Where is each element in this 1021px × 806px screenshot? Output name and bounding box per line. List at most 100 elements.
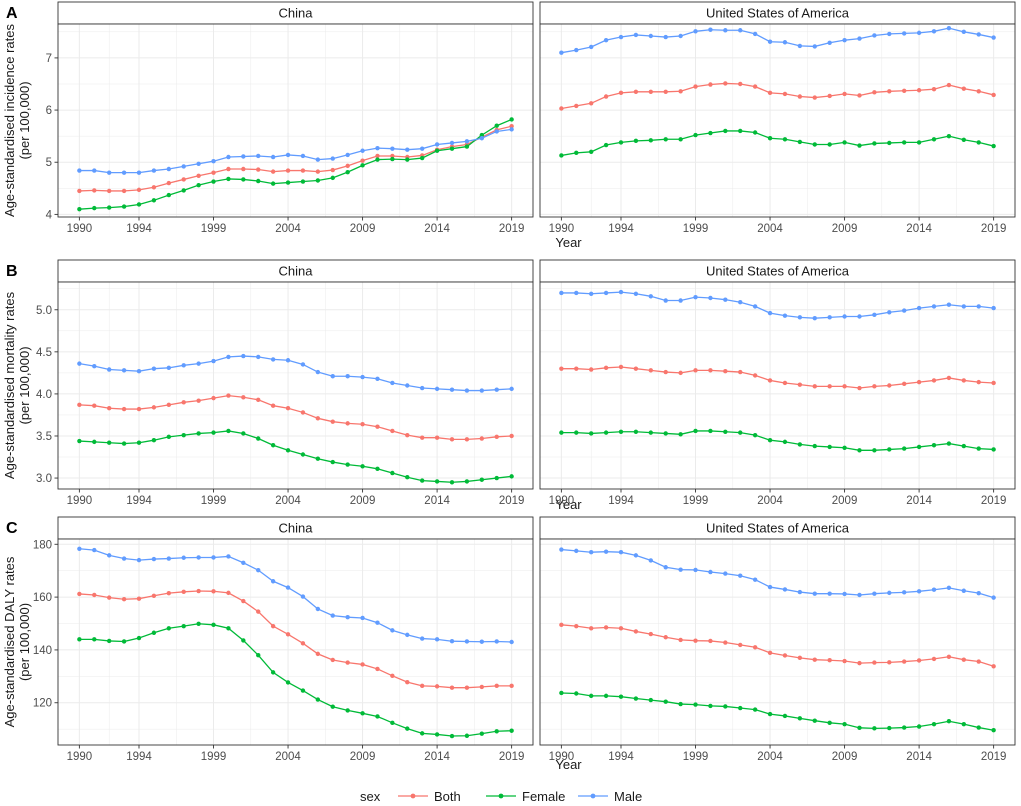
data-point-male — [603, 290, 609, 296]
x-tick-label: 2014 — [906, 495, 932, 507]
data-point-female — [106, 638, 112, 644]
data-point-female — [226, 626, 231, 631]
data-point-both — [226, 166, 231, 172]
chart-c: C Age-standardised DALY rates(per 100,000… — [2, 516, 1016, 772]
data-point-both — [151, 405, 157, 410]
data-point-both — [92, 188, 97, 193]
data-point-female — [723, 128, 728, 134]
data-point-both — [77, 402, 82, 408]
data-point-male — [405, 147, 410, 152]
data-point-female — [300, 179, 306, 184]
data-point-female — [767, 711, 773, 717]
data-point-male — [693, 567, 698, 573]
data-point-female — [812, 718, 817, 723]
data-point-female — [375, 466, 380, 471]
data-point-male — [827, 40, 832, 45]
data-point-female — [588, 149, 594, 154]
data-point-male — [449, 387, 455, 392]
x-axis-title: Year — [555, 757, 582, 772]
data-point-male — [827, 315, 832, 320]
data-point-both — [693, 638, 698, 643]
data-point-female — [738, 430, 743, 435]
data-point-both — [812, 384, 817, 389]
x-tick-label: 2009 — [350, 495, 376, 507]
data-point-male — [618, 289, 624, 295]
data-point-both — [767, 90, 773, 96]
data-point-both — [166, 590, 172, 596]
series-line-female — [561, 692, 994, 731]
data-point-male — [449, 140, 455, 146]
data-point-male — [648, 294, 654, 299]
facet-title: United States of America — [706, 264, 850, 279]
series-line-male — [561, 548, 994, 599]
y-axis-title-line2: (per 100,000) — [17, 603, 32, 681]
data-point-both — [345, 660, 350, 665]
facet-title: China — [279, 521, 314, 536]
data-point-both — [375, 153, 380, 159]
facet-title: United States of America — [706, 6, 850, 21]
data-point-male — [946, 25, 952, 31]
data-point-male — [723, 571, 728, 576]
data-point-both — [464, 437, 470, 442]
x-tick-label: 1999 — [683, 223, 709, 235]
data-point-both — [976, 659, 981, 664]
x-tick-label: 2014 — [424, 223, 450, 235]
x-tick-label: 1990 — [67, 751, 93, 763]
data-point-female — [782, 713, 788, 719]
data-point-both — [887, 383, 892, 388]
data-point-male — [92, 547, 97, 553]
data-point-male — [678, 298, 683, 303]
data-point-male — [509, 386, 514, 392]
data-point-female — [916, 140, 922, 145]
data-point-both — [92, 592, 97, 598]
data-point-female — [509, 728, 514, 733]
data-point-both — [375, 424, 380, 429]
data-point-female — [211, 179, 216, 184]
data-point-female — [574, 430, 579, 435]
legend-item-female: Female — [486, 789, 565, 804]
data-point-both — [574, 366, 579, 371]
data-point-both — [509, 433, 514, 439]
data-point-both — [315, 651, 321, 657]
data-point-both — [241, 166, 246, 172]
data-point-female — [782, 439, 788, 445]
data-point-male — [226, 154, 231, 160]
x-tick-label: 1999 — [683, 751, 709, 763]
data-point-both — [106, 595, 112, 600]
x-tick-label: 1990 — [549, 223, 575, 235]
data-point-female — [256, 436, 261, 441]
data-point-both — [693, 84, 698, 89]
data-point-male — [151, 366, 157, 371]
data-point-female — [181, 432, 186, 438]
data-point-male — [181, 164, 186, 169]
data-point-male — [812, 315, 817, 321]
data-point-female — [842, 140, 847, 145]
data-point-female — [767, 136, 773, 141]
data-point-female — [752, 130, 758, 135]
panel-letter: C — [6, 520, 18, 537]
data-point-female — [887, 725, 892, 731]
data-point-male — [738, 28, 743, 33]
data-point-both — [857, 385, 862, 391]
data-point-both — [872, 660, 877, 665]
data-point-both — [77, 591, 82, 597]
data-point-both — [315, 169, 321, 174]
data-point-female — [812, 142, 817, 147]
data-point-male — [738, 573, 743, 578]
data-point-female — [693, 702, 698, 707]
data-point-male — [678, 33, 683, 39]
data-point-female — [678, 701, 683, 707]
y-axis-title: Age-standardised incidence rates(per 100… — [2, 24, 32, 217]
data-point-female — [708, 703, 713, 709]
data-point-both — [136, 187, 142, 193]
data-point-female — [812, 443, 817, 449]
data-point-male — [330, 156, 335, 161]
data-point-both — [196, 588, 201, 594]
data-point-female — [752, 432, 758, 438]
data-point-both — [285, 406, 291, 411]
data-point-both — [633, 629, 639, 634]
data-point-male — [976, 590, 981, 596]
data-point-male — [857, 314, 862, 319]
data-point-male — [285, 585, 291, 590]
